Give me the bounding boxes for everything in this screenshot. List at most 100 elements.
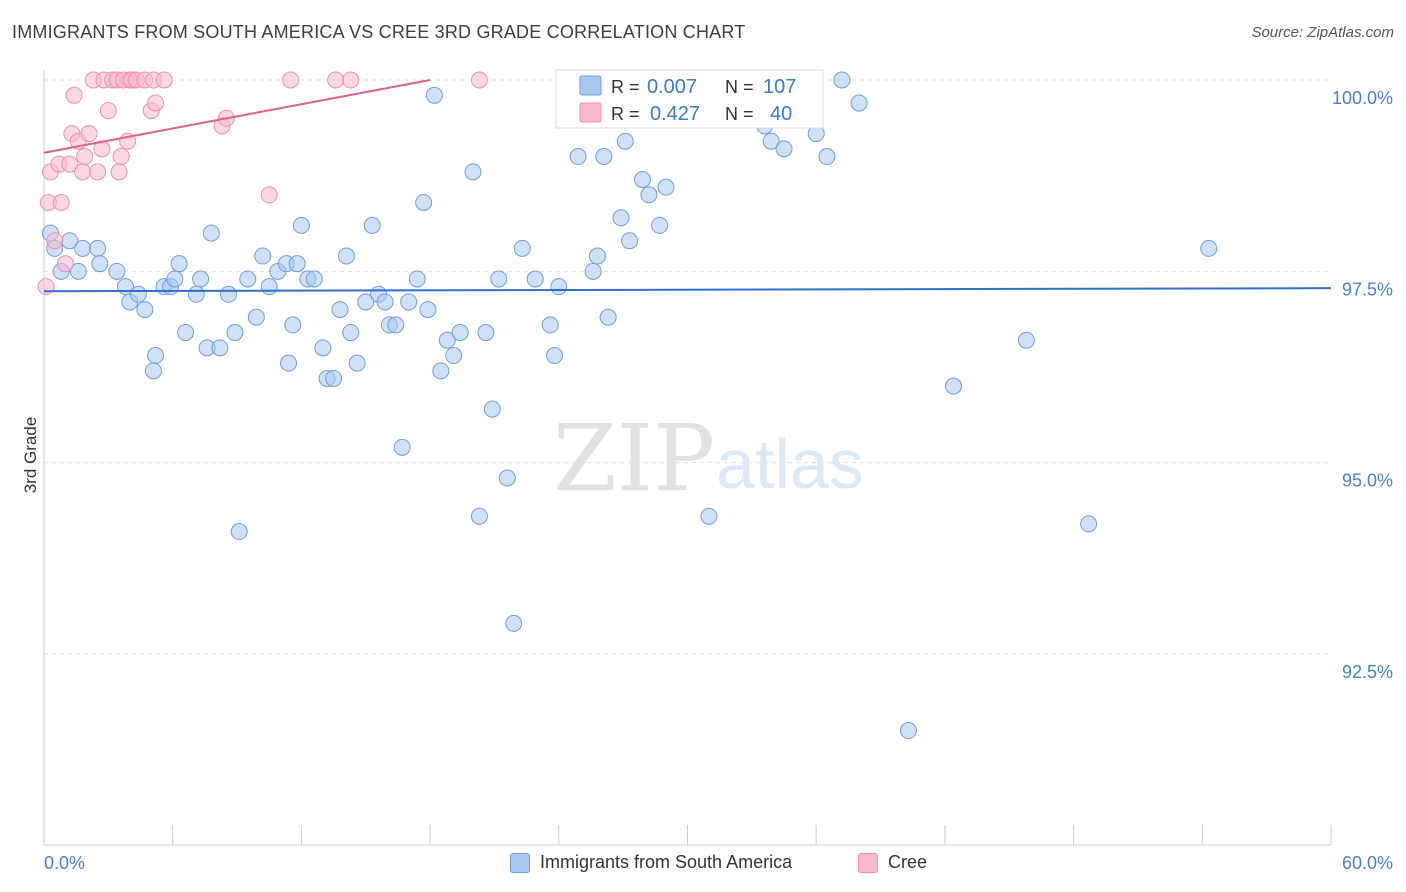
immigrants-point-70 [513,239,531,257]
immigrants-point-84 [633,170,651,188]
immigrants-point-34 [280,354,298,372]
legend-item-immigrants[interactable]: Immigrants from South America [510,852,792,873]
immigrants-point-13 [144,362,162,380]
immigrants-point-83 [621,232,639,250]
immigrants-point-67 [490,270,508,288]
immigrants-point-18 [170,255,188,273]
immigrants-point-17 [166,270,184,288]
immigrants-point-85 [640,186,658,204]
cree-point-35 [260,186,278,204]
immigrants-point-105 [1080,515,1098,533]
cree-point-21 [110,163,128,181]
immigrants-point-11 [129,285,147,303]
immigrants-point-52 [387,316,405,334]
immigrants-point-31 [260,278,278,296]
legend-r-label-blue: R = [611,77,640,97]
immigrants-point-57 [419,301,437,319]
immigrants-point-77 [584,262,602,280]
immigrants-point-21 [192,270,210,288]
legend-n-value-pink: 40 [770,103,792,125]
immigrants-point-82 [616,132,634,150]
cree-point-22 [112,148,130,166]
cree-point-9 [65,86,83,104]
legend-swatch-cree [858,852,878,873]
immigrants-point-35 [284,316,302,334]
immigrants-point-87 [657,178,675,196]
immigrants-point-103 [944,377,962,395]
immigrants-point-36 [288,255,306,273]
immigrants-point-26 [226,324,244,342]
immigrants-point-59 [432,362,450,380]
immigrants-point-5 [74,239,92,257]
immigrants-point-61 [445,347,463,365]
cree-point-38 [342,71,360,89]
immigrants-point-78 [588,247,606,265]
x-tick-label-1: 60.0% [1342,853,1393,873]
cree-point-13 [80,125,98,143]
chart-title: IMMIGRANTS FROM SOUTH AMERICA VS CREE 3R… [12,22,746,42]
cree-point-7 [61,155,79,173]
legend-r-value-blue: 0.007 [647,76,697,98]
immigrants-point-102 [899,722,917,740]
immigrants-point-12 [136,301,154,319]
cree-point-15 [89,163,107,181]
immigrants-point-69 [505,614,523,632]
immigrants-point-24 [211,339,229,357]
immigrants-point-80 [599,308,617,326]
immigrants-point-6 [89,239,107,257]
legend-label-immigrants: Immigrants from South America [540,852,793,872]
tick-labels: 92.5% 95.0% 97.5% 100.0% 0.0% 60.0% [44,88,1393,873]
immigrants-point-55 [408,270,426,288]
cree-point-11 [74,163,92,181]
cree-point-37 [327,71,345,89]
legend-swatch-pink [579,102,602,123]
immigrants-point-30 [254,247,272,265]
immigrants-point-50 [376,293,394,311]
series-cree-points [37,71,488,296]
immigrants-point-90 [700,507,718,525]
watermark: ZIP atlas [553,405,864,512]
y-tick-label-1: 95.0% [1342,471,1393,491]
immigrants-point-60 [438,331,456,349]
immigrants-point-63 [464,163,482,181]
immigrants-point-96 [775,140,793,158]
y-tick-label-0: 92.5% [1342,662,1393,682]
x-tick-label-0: 0.0% [44,853,85,873]
cree-point-39 [470,71,488,89]
cree-point-36 [282,71,300,89]
immigrants-point-64 [470,507,488,525]
immigrants-point-39 [305,270,323,288]
chart-source: Source: ZipAtlas.com [1251,24,1394,41]
trend-line-immigrants [43,287,1332,293]
immigrants-point-106 [1200,239,1218,257]
immigrants-point-95 [762,132,780,150]
immigrants-point-23 [202,224,220,242]
immigrants-point-56 [415,193,433,211]
immigrants-point-19 [177,324,195,342]
immigrants-point-8 [108,262,126,280]
immigrants-point-47 [357,293,375,311]
legend-r-label-pink: R = [611,104,640,124]
watermark-zip: ZIP [553,405,715,512]
y-axis-label: 3rd Grade [21,417,40,494]
immigrants-point-74 [550,278,568,296]
immigrants-point-58 [425,86,443,104]
immigrants-point-20 [187,285,205,303]
immigrants-point-25 [219,285,237,303]
immigrants-point-45 [342,324,360,342]
immigrants-point-76 [569,148,587,166]
y-tick-label-3: 100.0% [1332,88,1393,108]
immigrants-point-44 [337,247,355,265]
legend-item-cree[interactable]: Cree [858,852,927,873]
legend-n-label-blue: N = [725,77,754,97]
immigrants-point-42 [325,369,343,387]
immigrants-point-101 [850,94,868,112]
immigrants-point-99 [818,148,836,166]
immigrants-point-86 [651,216,669,234]
legend-n-value-blue: 107 [763,76,796,98]
trend-lines [43,79,1332,293]
immigrants-point-66 [483,400,501,418]
immigrants-point-62 [451,324,469,342]
grid-lines [44,79,1331,655]
